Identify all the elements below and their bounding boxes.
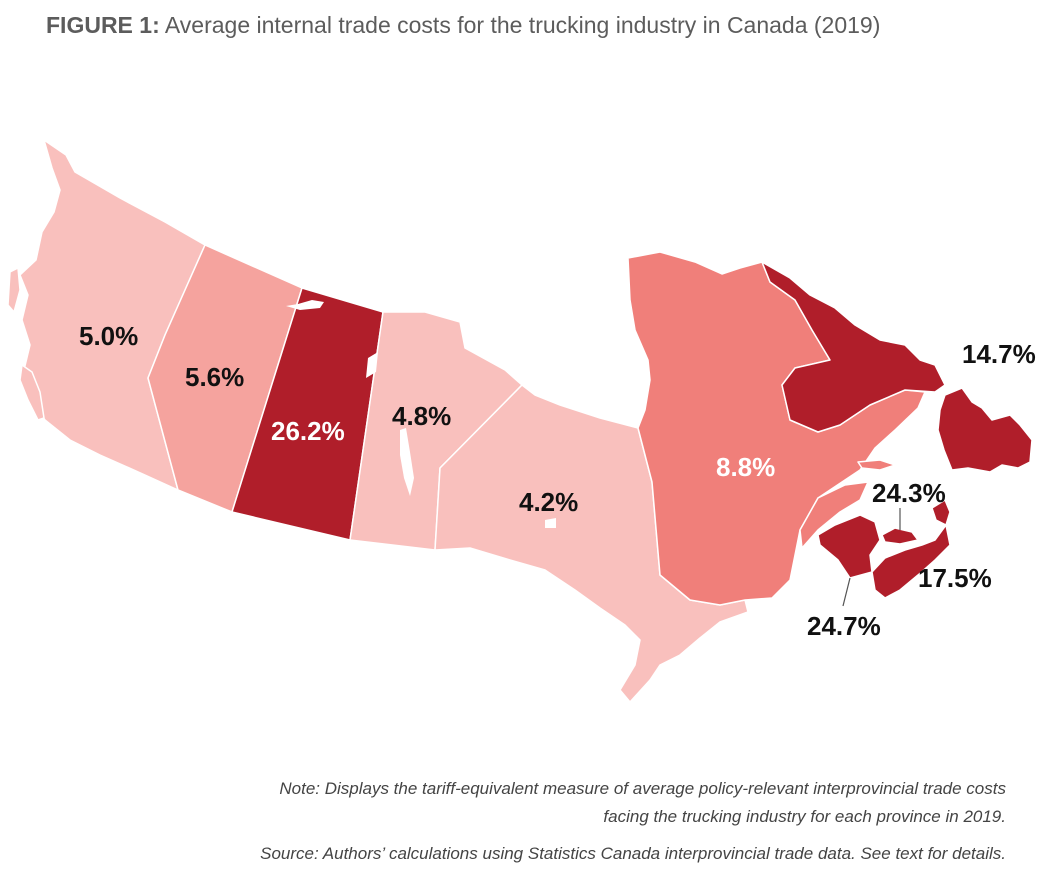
province-nb xyxy=(817,514,881,579)
lake-nipigon xyxy=(545,518,556,528)
island-cape-breton xyxy=(931,499,951,526)
province-nl-labrador xyxy=(761,261,946,433)
gaspe-peninsula xyxy=(799,481,869,549)
island-haida-gwaii xyxy=(7,267,21,313)
value-label-sk: 26.2% xyxy=(271,416,345,446)
lake-winnipeg xyxy=(400,428,414,496)
island-vancouver xyxy=(19,364,45,421)
figure-number: FIGURE 1: xyxy=(46,12,160,38)
note-line-2: facing the trucking industry for each pr… xyxy=(603,807,1006,826)
value-label-on: 4.2% xyxy=(519,487,578,517)
figure-title: FIGURE 1: Average internal trade costs f… xyxy=(46,12,880,39)
value-label-nl: 14.7% xyxy=(962,339,1036,369)
value-label-qc: 8.8% xyxy=(716,452,775,482)
reindeer-lake xyxy=(366,352,378,378)
leader-line-nb xyxy=(842,577,851,607)
canada-map: 5.0% 5.6% 26.2% 4.8% 4.2% 8.8% 14.7% 24.… xyxy=(7,139,1036,703)
province-mb xyxy=(349,311,523,551)
province-pe xyxy=(881,527,919,545)
province-bc xyxy=(19,139,206,491)
figure-title-text: Average internal trade costs for the tru… xyxy=(159,12,881,38)
value-label-ns: 17.5% xyxy=(918,563,992,593)
source-note: Source: Authors’ calculations using Stat… xyxy=(260,844,1006,863)
province-ns xyxy=(871,524,951,599)
value-label-pe: 24.3% xyxy=(872,478,946,508)
value-label-mb: 4.8% xyxy=(392,401,451,431)
province-qc xyxy=(627,251,926,606)
figure-notes: Note: Displays the tariff-equivalent mea… xyxy=(260,775,1006,868)
province-nl-island xyxy=(937,387,1033,473)
value-label-ab: 5.6% xyxy=(185,362,244,392)
value-label-nb: 24.7% xyxy=(807,611,881,641)
lake-athabasca xyxy=(286,300,324,310)
island-anticosti xyxy=(857,459,896,471)
value-label-bc: 5.0% xyxy=(79,321,138,351)
note-line-1: Note: Displays the tariff-equivalent mea… xyxy=(279,779,1006,798)
